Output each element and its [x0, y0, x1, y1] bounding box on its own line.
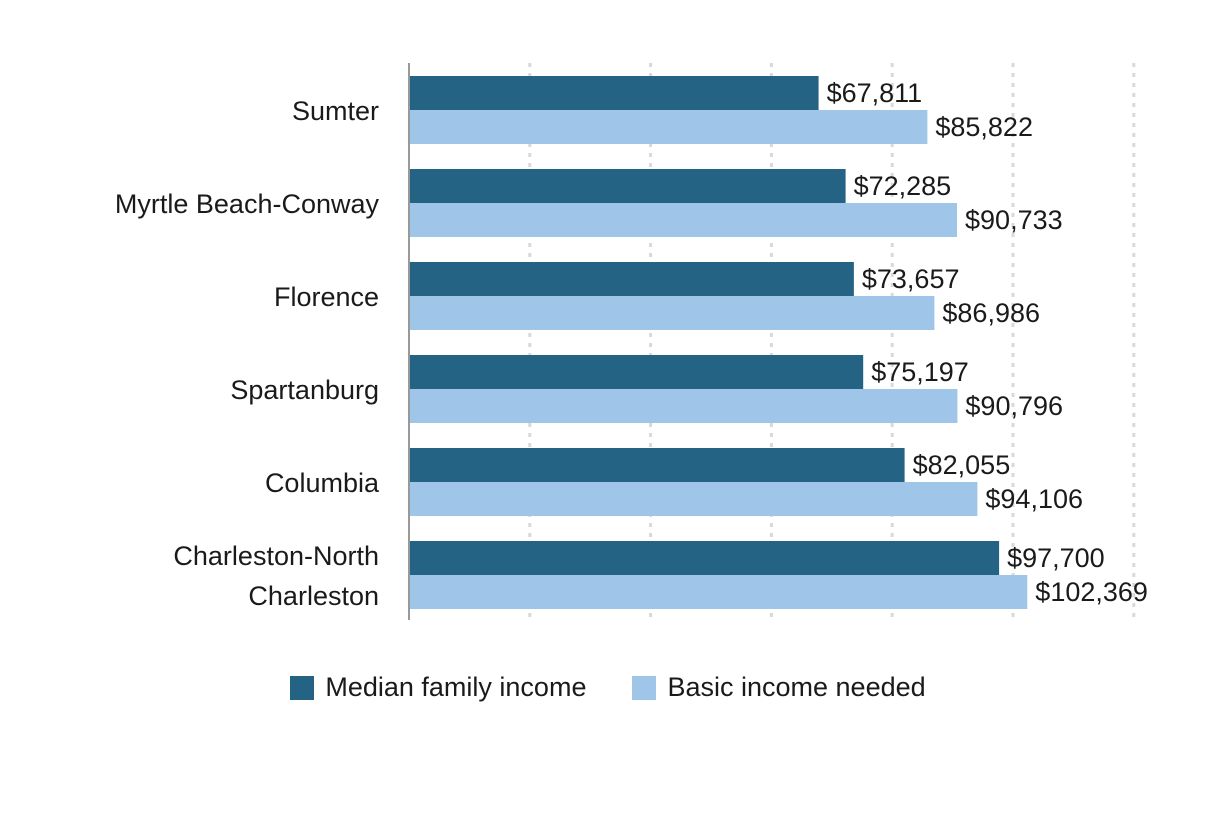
- legend: Median family income Basic income needed: [0, 672, 1216, 703]
- grid-lines: [528, 63, 1136, 620]
- labels: Sumter $67,811 $85,822 Myrtle Beach-Conway $…: [115, 78, 1148, 611]
- data-label: $67,811: [827, 78, 923, 108]
- bar-basic-income-needed: [410, 575, 1028, 609]
- bar-median-family-income: [410, 262, 854, 296]
- bar-basic-income-needed: [410, 203, 958, 237]
- legend-label-basic: Basic income needed: [667, 672, 926, 702]
- legend-swatch-median: [290, 675, 315, 700]
- data-label: $73,657: [862, 264, 960, 294]
- data-label: $72,285: [854, 171, 952, 201]
- category-label: Spartanburg: [230, 375, 379, 405]
- category-label: Florence: [274, 282, 379, 312]
- bar-basic-income-needed: [410, 389, 958, 423]
- bars: [410, 76, 1028, 609]
- bar-median-family-income: [410, 541, 1000, 575]
- data-label: $97,700: [1007, 543, 1105, 573]
- bar-median-family-income: [410, 76, 819, 110]
- bar-basic-income-needed: [410, 296, 935, 330]
- data-label: $82,055: [913, 450, 1011, 480]
- data-label: $102,369: [1035, 577, 1148, 607]
- bar-basic-income-needed: [410, 110, 928, 144]
- category-label: Myrtle Beach-Conway: [115, 189, 380, 219]
- category-label: Columbia: [265, 468, 380, 498]
- legend-swatch-basic: [632, 675, 657, 700]
- legend-item-basic: Basic income needed: [632, 672, 926, 703]
- legend-label-median: Median family income: [325, 672, 587, 702]
- data-label: $75,197: [871, 357, 969, 387]
- data-label: $85,822: [935, 112, 1033, 142]
- data-label: $90,796: [965, 391, 1063, 421]
- data-label: $86,986: [942, 298, 1040, 328]
- category-label: Sumter: [292, 96, 379, 126]
- bar-median-family-income: [410, 169, 846, 203]
- category-label: Charleston: [248, 581, 379, 611]
- data-label: $90,733: [965, 205, 1063, 235]
- bar-basic-income-needed: [410, 482, 978, 516]
- data-label: $94,106: [985, 484, 1083, 514]
- category-label: Charleston-North: [173, 541, 379, 571]
- legend-item-median: Median family income: [290, 672, 586, 703]
- bar-median-family-income: [410, 355, 864, 389]
- bar-median-family-income: [410, 448, 905, 482]
